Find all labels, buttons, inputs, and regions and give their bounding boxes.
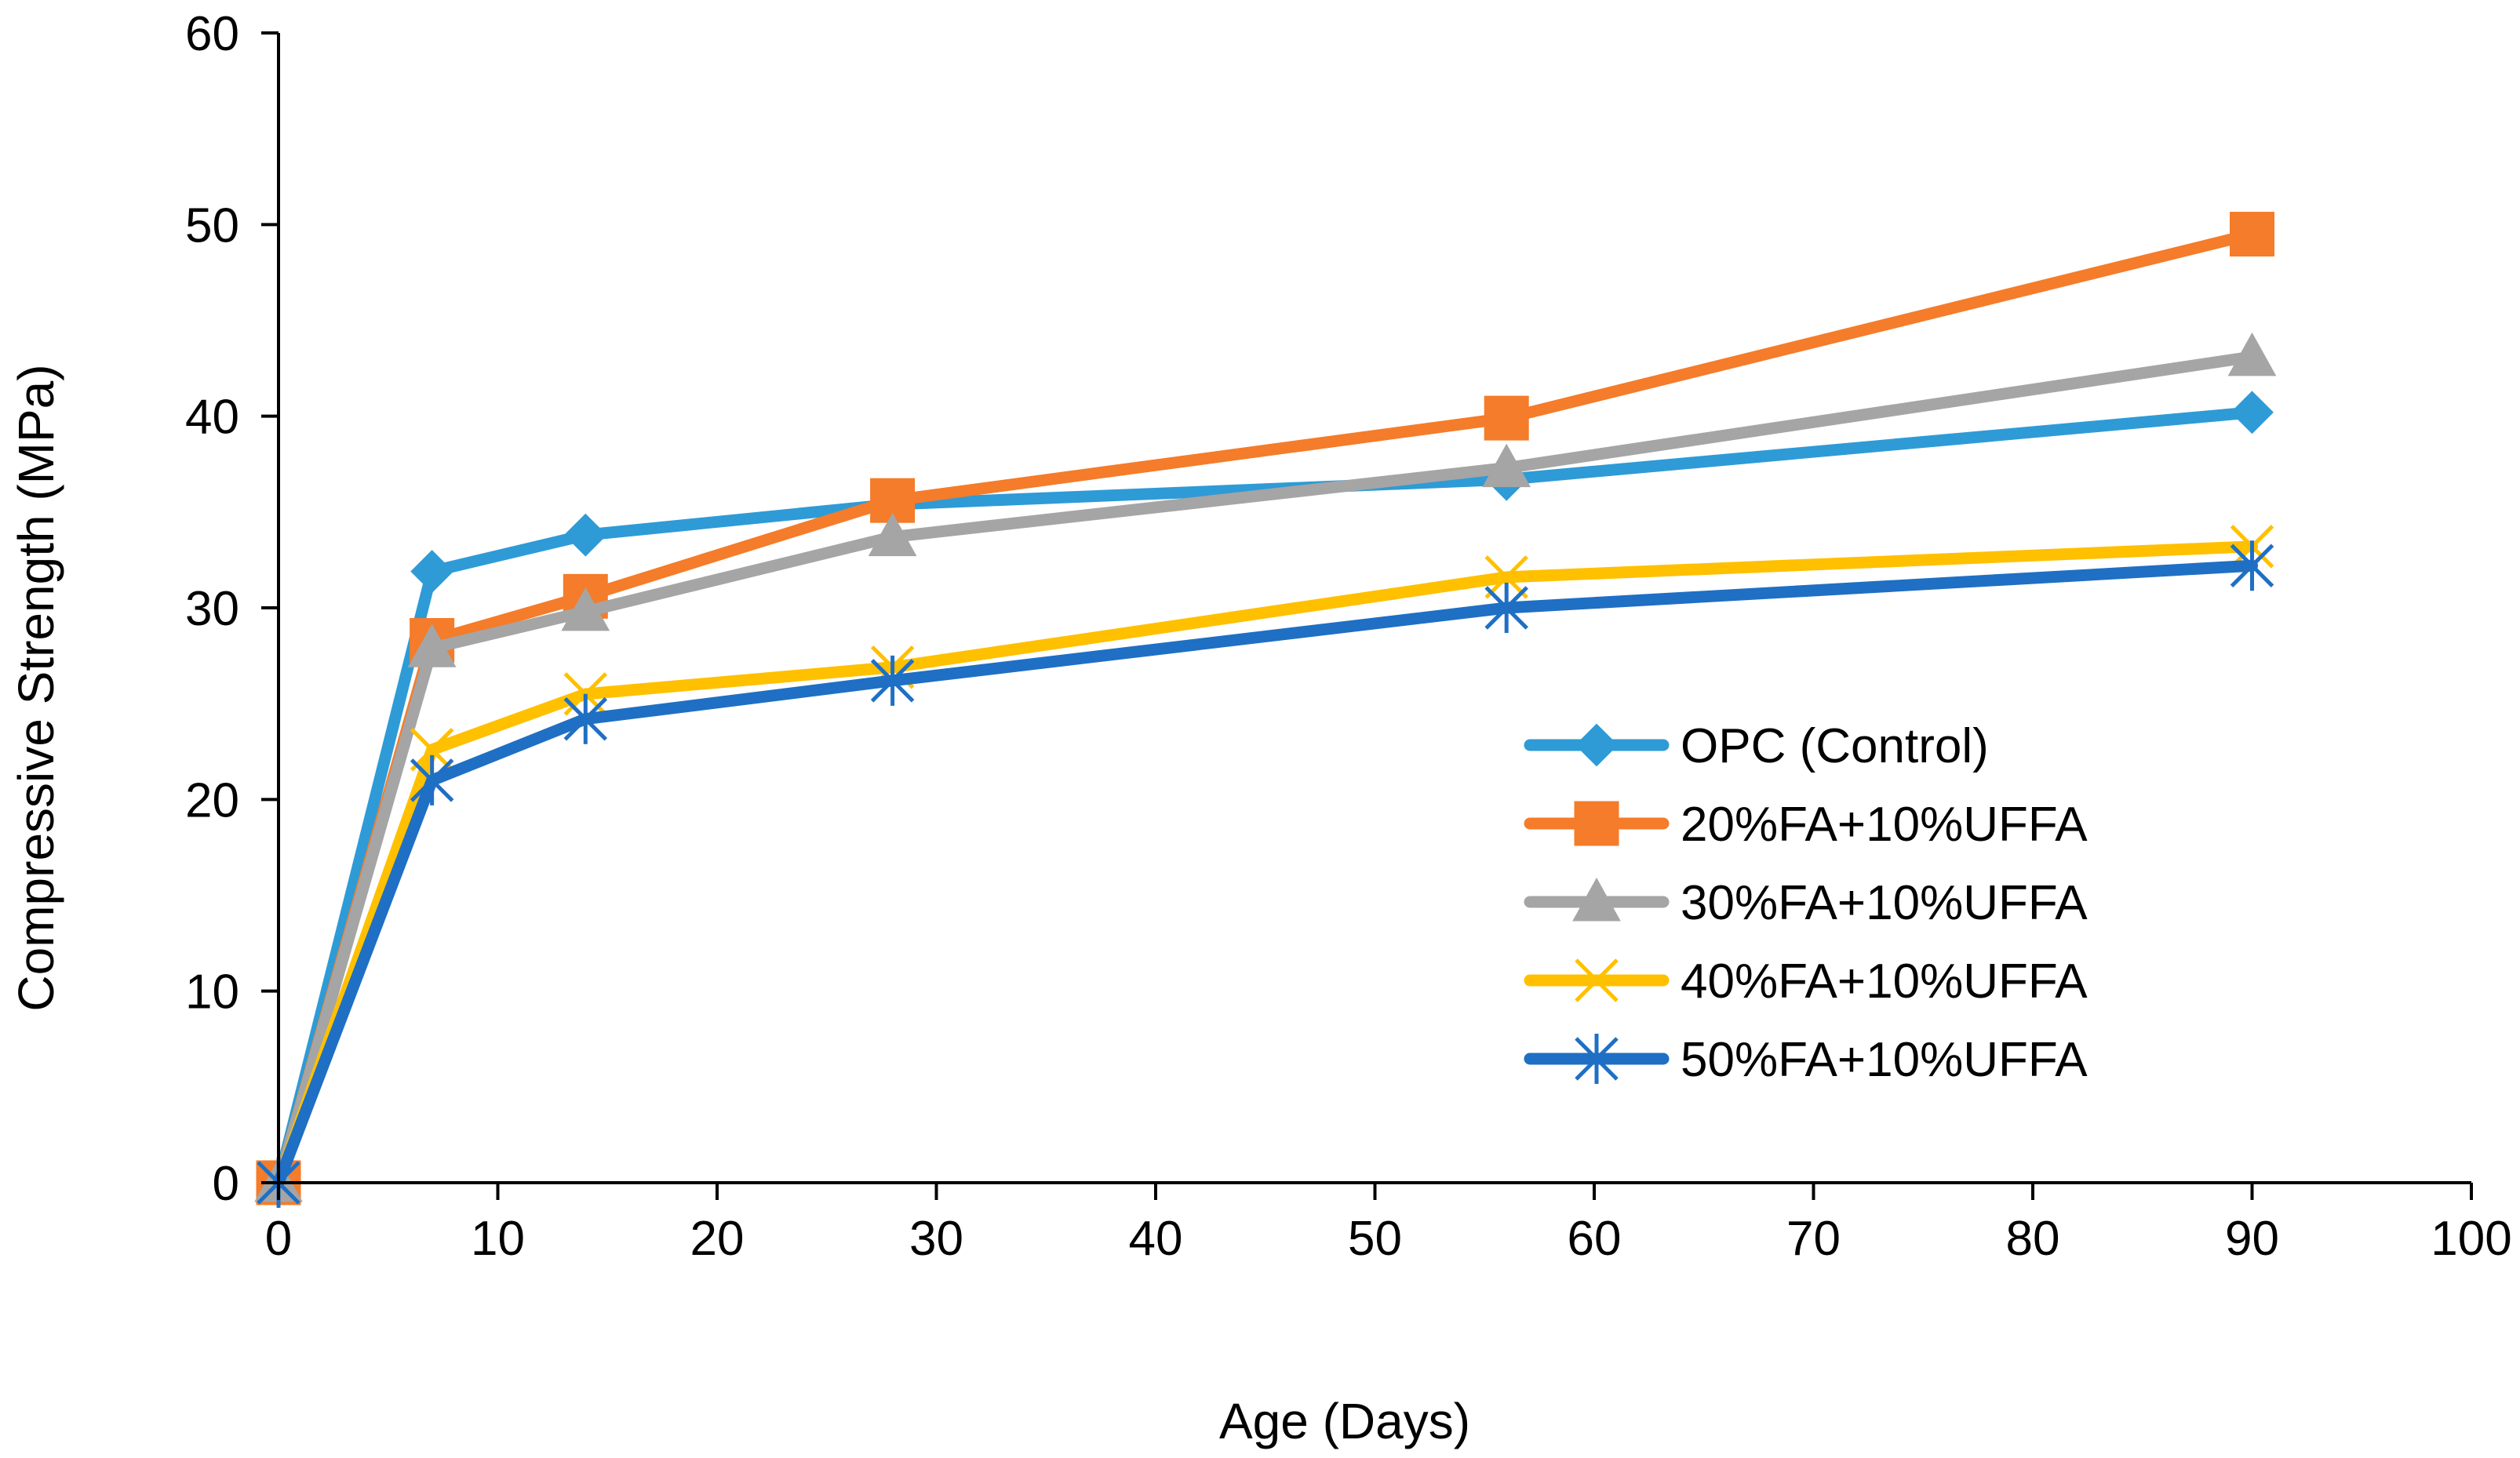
data-point [2230,212,2274,257]
data-point [2230,540,2274,591]
data-point [563,513,607,557]
data-point [410,754,454,805]
data-point [1482,443,1531,488]
legend-label: 20%FA+10%UFFA [1681,798,2088,852]
data-point [868,512,917,557]
series-line [272,559,2258,1189]
data-point [1484,555,1528,599]
data-point [2227,332,2277,376]
plot-area [254,212,2277,1208]
series-line [272,540,2258,1189]
data-point [1484,395,1529,441]
y-axis-title: Compressive Strength (MPa) [8,364,64,1011]
y-tick-label: 40 [185,391,239,445]
data-point [407,624,457,667]
y-tick-label: 20 [185,773,239,827]
y-tick-label: 30 [185,582,239,636]
x-tick-label: 30 [909,1212,963,1266]
x-tick-label: 20 [690,1212,745,1266]
data-point [1484,583,1528,633]
legend: OPC (Control) 20%FA+10%UFFA 30%FA+10%UFFA 4… [1524,719,2088,1087]
data-point [563,693,608,744]
data-point-stroke [410,728,454,772]
y-tick-label: 50 [185,198,239,253]
x-tick-label: 0 [265,1212,292,1266]
legend-item-5: 50%FA+10%UFFA [1524,1033,2088,1087]
data-point [410,550,454,593]
series-line [272,406,2258,1189]
x-tick-label: 70 [1786,1212,1841,1266]
legend-marker [1574,801,1619,846]
legend-item-4: 40%FA+10%UFFA [1524,954,2088,1009]
legend-marker [1572,877,1621,922]
legend-item-1: OPC (Control) [1524,719,1989,773]
x-tick-label: 90 [2225,1212,2279,1266]
x-axis-title: Age (Days) [1219,1393,1470,1449]
legend-item-2: 20%FA+10%UFFA [1524,798,2088,852]
data-point-stroke [1484,555,1528,599]
data-point [561,587,610,631]
legend-label: 40%FA+10%UFFA [1681,954,2088,1009]
data-point [410,728,454,772]
data-point [870,655,915,706]
x-tick-label: 10 [471,1212,525,1266]
series-line [272,351,2258,1189]
legend-label: 30%FA+10%UFFA [1681,876,2088,930]
legend-item-3: 30%FA+10%UFFA [1524,876,2088,930]
x-tick-label: 50 [1348,1212,1402,1266]
legend-marker [1575,1034,1619,1084]
series-5 [257,540,2274,1208]
x-tick-label: 80 [2006,1212,2060,1266]
y-tick-label: 0 [213,1157,239,1211]
y-tick-label: 60 [185,7,239,61]
series-4 [257,525,2274,1205]
legend-label: 50%FA+10%UFFA [1681,1033,2088,1087]
axes: 0 10 20 30 40 50 60 0 10 20 30 40 50 60 70 80 90 100 [185,7,2512,1266]
x-tick-label: 60 [1568,1212,1622,1266]
legend-label: OPC (Control) [1681,719,1989,773]
y-tick-label: 10 [185,965,239,1020]
legend-marker [1575,958,1619,1002]
x-tick-label: 40 [1129,1212,1183,1266]
x-tick-label: 100 [2431,1212,2511,1266]
legend-marker [1575,723,1619,767]
data-point [2230,391,2274,434]
legend-marker-stroke [1575,958,1619,1002]
